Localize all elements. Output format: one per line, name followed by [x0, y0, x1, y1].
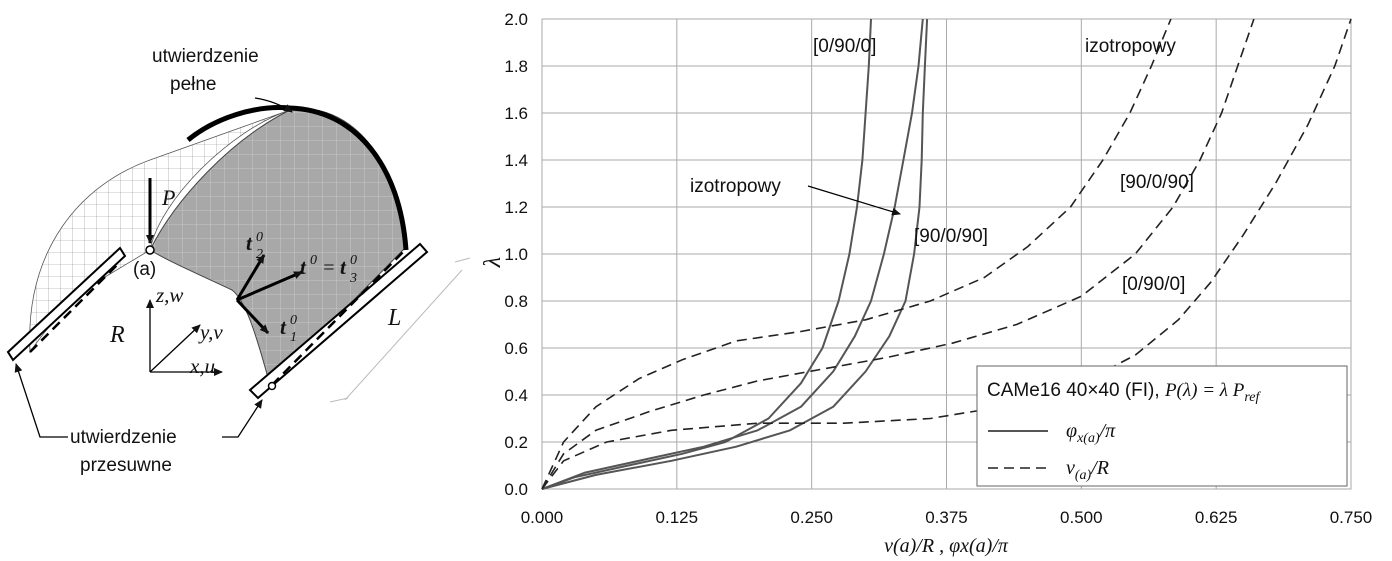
length-label: L	[387, 305, 401, 331]
full-clamp-edge	[186, 105, 409, 251]
legend-title-prefix: CAMe16 40×40 (FI),	[987, 380, 1165, 401]
radius-label: R	[109, 322, 125, 348]
axis-y-line	[149, 324, 201, 373]
svg-text:2: 2	[256, 247, 263, 262]
shell-diagram: P (a) z,w y,v x,u R t 0 2 t 0 = t 0 3 t …	[6, 46, 471, 476]
legend-dashed-main: v	[1066, 457, 1075, 479]
x-tick-label: 0.375	[925, 508, 968, 527]
y-tick-label: 1.2	[504, 198, 528, 217]
svg-text:t: t	[340, 255, 347, 279]
svg-text:3: 3	[349, 271, 357, 286]
y-tick-label: 1.0	[504, 245, 528, 264]
length-dimension-line	[344, 269, 463, 401]
corner-marker	[267, 381, 277, 391]
sliding-clamp-label-line1: utwierdzenie	[70, 427, 177, 448]
ann-90090-dashed: [90/0/90]	[1120, 172, 1194, 193]
t1-label: t 0 1	[280, 313, 297, 345]
series-line-0	[541, 18, 872, 490]
sliding-clamp-pointer-left	[14, 363, 68, 438]
legend-title-formula: P(λ) = λ P	[1164, 380, 1245, 401]
legend-solid-tail: /π	[1099, 420, 1117, 442]
y-tick-label: 0.2	[504, 433, 528, 452]
ann-090-dashed: [0/90/0]	[1122, 274, 1185, 295]
legend-solid-main: φ	[1066, 420, 1077, 442]
t3-vector	[236, 270, 303, 302]
ann-090-solid: [0/90/0]	[813, 36, 876, 57]
x-tick-label: 0.625	[1195, 508, 1238, 527]
chart-grid	[541, 18, 1352, 490]
ann-iso-dashed: izotropowy	[1085, 36, 1176, 57]
chart-ticks: 0.0 0.2 0.4 0.6 0.8 1.0 1.2 1.4 1.6 1.8 2.0 0.000 0.…	[504, 10, 1372, 527]
legend-dashed-sub: (a)	[1075, 468, 1092, 483]
series-line-1	[541, 18, 924, 490]
sliding-clamp-pointer-right	[222, 399, 263, 438]
svg-text:t: t	[280, 315, 287, 339]
x-axis-label: v(a)/R , φx(a)/π	[884, 535, 1009, 557]
ann-90090-solid: [90/0/90]	[914, 226, 988, 247]
svg-text:t: t	[246, 231, 253, 255]
legend-box	[976, 365, 1348, 487]
point-a-marker	[145, 245, 155, 255]
y-tick-label: 0.4	[504, 386, 528, 405]
sliding-clamp-label-line2: przesuwne	[80, 455, 172, 476]
left-support-plate	[6, 246, 127, 362]
axis-x-label: x,u	[189, 354, 215, 378]
length-dim-tick-a	[329, 397, 349, 403]
full-clamp-label-line2: pełne	[170, 74, 217, 95]
full-clamp-label-line1: utwierdzenie	[152, 46, 259, 67]
svg-text:0: 0	[310, 253, 317, 268]
series-line-2	[541, 18, 929, 490]
ann-iso-solid-pointer	[807, 185, 901, 216]
y-tick-label: 0.0	[504, 480, 528, 499]
legend-dashed-label: v(a)/R	[1066, 457, 1109, 483]
full-clamp-pointer	[254, 97, 293, 113]
y-tick-label: 0.6	[504, 339, 528, 358]
t0-equals-t3-label: t 0 = t 0 3	[300, 253, 357, 286]
legend-dashed-tail: /R	[1090, 457, 1109, 479]
y-axis-label: λ	[480, 257, 506, 268]
y-tick-label: 2.0	[504, 10, 528, 29]
chart: 0.0 0.2 0.4 0.6 0.8 1.0 1.2 1.4 1.6 1.8 2.0 0.000 0.…	[480, 10, 1372, 557]
x-tick-label: 0.250	[790, 508, 833, 527]
ann-iso-solid: izotropowy	[690, 176, 781, 197]
svg-text:0: 0	[290, 313, 297, 328]
y-tick-label: 0.8	[504, 292, 528, 311]
svg-text:0: 0	[256, 230, 263, 245]
y-tick-label: 1.8	[504, 57, 528, 76]
t1-vector	[235, 298, 270, 335]
x-tick-label: 0.000	[521, 508, 564, 527]
legend-solid-label: φx(a)/π	[1066, 420, 1116, 446]
legend-title: CAMe16 40×40 (FI), P(λ) = λ Pref	[987, 380, 1262, 405]
x-tick-label: 0.750	[1330, 508, 1373, 527]
chart-legend: CAMe16 40×40 (FI), P(λ) = λ Pref φx(a)/π…	[976, 365, 1348, 487]
left-support-edge	[29, 261, 121, 353]
y-tick-label: 1.6	[504, 104, 528, 123]
series-line-3	[541, 18, 1172, 490]
length-dim-tick-b	[454, 257, 471, 263]
x-tick-label: 0.500	[1060, 508, 1103, 527]
svg-text:0: 0	[350, 253, 357, 268]
chart-annotations: [0/90/0] izotropowy [90/0/90] izotropowy [90…	[690, 36, 1194, 295]
svg-text:t: t	[300, 255, 307, 279]
svg-text:=: =	[322, 257, 336, 279]
legend-solid-sub: x(a)	[1076, 431, 1100, 446]
svg-text:1: 1	[290, 330, 297, 345]
series-line-4	[541, 18, 1255, 490]
axis-y-label: y,v	[198, 320, 223, 344]
point-a-label: (a)	[133, 259, 156, 280]
x-tick-label: 0.125	[656, 508, 699, 527]
y-tick-label: 1.4	[504, 151, 528, 170]
load-label: P	[161, 185, 175, 210]
t2-label: t 0 2	[246, 230, 263, 262]
legend-title-sub: ref	[1244, 390, 1261, 405]
axis-z-label: z,w	[155, 283, 183, 307]
t2-vector	[235, 254, 266, 301]
